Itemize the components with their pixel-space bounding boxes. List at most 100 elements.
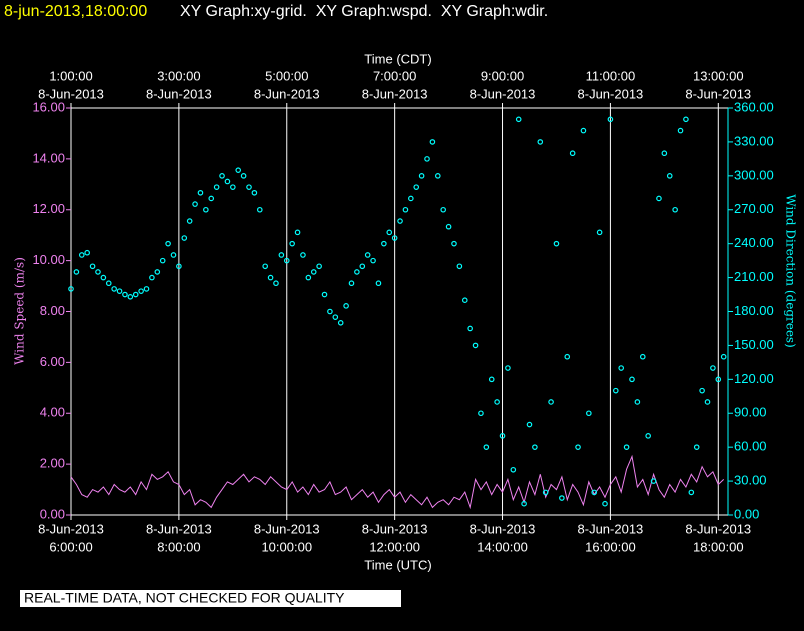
- direction-point: [354, 269, 360, 275]
- direction-point: [575, 444, 581, 450]
- speed-line: [70, 454, 725, 510]
- direction-point: [246, 184, 252, 190]
- direction-point: [78, 252, 85, 258]
- direction-point: [645, 433, 651, 439]
- y-tick-label: 2.00: [40, 456, 65, 471]
- direction-point: [569, 150, 576, 157]
- direction-point: [138, 288, 144, 294]
- y2-tick-label: 30.00: [734, 473, 767, 488]
- x2-tick-date: 8-Jun-2013: [685, 86, 751, 101]
- direction-point: [289, 240, 295, 247]
- direction-point: [720, 353, 727, 360]
- direction-point: [683, 116, 689, 123]
- direction-point: [197, 189, 204, 196]
- x2-tick-date: 8-Jun-2013: [38, 86, 104, 101]
- y-tick-label: 8.00: [40, 303, 65, 318]
- direction-point: [122, 291, 128, 298]
- direction-point: [251, 189, 258, 196]
- direction-point: [451, 240, 457, 247]
- direction-point: [440, 206, 446, 213]
- direction-point: [267, 274, 274, 281]
- direction-point: [434, 173, 441, 179]
- x2-axis-label: Time (CDT): [364, 51, 431, 66]
- direction-point: [337, 320, 344, 326]
- direction-point: [521, 500, 527, 507]
- direction-point: [515, 116, 522, 123]
- y2-tick-label: 60.00: [734, 439, 767, 454]
- direction-point: [84, 249, 90, 256]
- direction-point: [305, 274, 312, 281]
- y-tick-label: 10.00: [32, 252, 65, 267]
- direction-point: [240, 173, 247, 179]
- direction-point: [710, 365, 716, 371]
- x-tick-date: 8-Jun-2013: [38, 521, 104, 536]
- direction-point: [391, 235, 398, 241]
- x2-tick-label: 3:00:00: [157, 68, 200, 83]
- direction-point: [348, 280, 355, 287]
- direction-point: [661, 150, 668, 157]
- direction-point: [607, 116, 614, 123]
- direction-point: [203, 206, 209, 213]
- direction-point: [332, 314, 339, 320]
- x-tick-date: 8-Jun-2013: [470, 521, 536, 536]
- direction-point: [262, 263, 268, 270]
- x-tick-label: 18:00:00: [693, 539, 744, 554]
- direction-point: [105, 280, 112, 287]
- direction-point: [456, 263, 463, 270]
- direction-point: [586, 410, 592, 417]
- x2-tick-label: 1:00:00: [49, 68, 92, 83]
- direction-point: [224, 178, 231, 185]
- direction-point: [639, 353, 646, 360]
- x2-tick-date: 8-Jun-2013: [470, 86, 536, 101]
- x2-tick-label: 9:00:00: [481, 68, 524, 83]
- direction-point: [375, 280, 382, 287]
- direction-point: [629, 376, 635, 383]
- x-tick-label: 12:00:00: [369, 539, 420, 554]
- direction-point: [693, 444, 700, 450]
- x2-tick-label: 13:00:00: [693, 68, 744, 83]
- direction-point: [235, 167, 242, 173]
- direction-point: [483, 444, 490, 450]
- direction-point: [596, 229, 603, 236]
- direction-point: [116, 288, 123, 294]
- direction-point: [715, 376, 722, 383]
- y2-tick-label: 120.00: [734, 371, 774, 386]
- direction-point: [499, 433, 506, 439]
- x-tick-date: 8-Jun-2013: [362, 521, 428, 536]
- direction-point: [478, 410, 484, 417]
- y-tick-label: 0.00: [40, 506, 65, 521]
- direction-point: [278, 252, 285, 258]
- direction-point: [666, 173, 673, 179]
- direction-point: [650, 478, 657, 484]
- x2-tick-date: 8-Jun-2013: [362, 86, 428, 101]
- footer: REAL-TIME DATA, NOT CHECKED FOR QUALITY: [24, 590, 345, 606]
- direction-point: [159, 257, 166, 264]
- direction-point: [699, 387, 705, 394]
- direction-point: [488, 376, 495, 383]
- x-axis-label: Time (UTC): [364, 557, 431, 572]
- direction-point: [359, 263, 366, 270]
- direction-point: [176, 263, 182, 270]
- y2-tick-label: 90.00: [734, 405, 767, 420]
- x-tick-date: 8-Jun-2013: [685, 521, 751, 536]
- direction-point: [704, 399, 711, 405]
- direction-point: [310, 269, 317, 275]
- direction-point: [364, 252, 371, 258]
- direction-point: [213, 184, 220, 190]
- direction-point: [381, 240, 387, 247]
- direction-point: [634, 399, 641, 405]
- x-tick-label: 16:00:00: [585, 539, 636, 554]
- direction-point: [73, 269, 80, 275]
- direction-point: [677, 127, 684, 134]
- direction-point: [548, 399, 554, 405]
- y-tick-label: 16.00: [32, 99, 65, 114]
- direction-point: [327, 308, 333, 315]
- x-tick-label: 14:00:00: [477, 539, 528, 554]
- direction-point: [208, 195, 215, 202]
- x2-tick-label: 7:00:00: [373, 68, 416, 83]
- y-tick-label: 4.00: [40, 405, 65, 420]
- direction-point: [397, 218, 403, 224]
- y-axis-label: Wind Speed (m/s): [13, 257, 27, 365]
- y2-tick-label: 0.00: [734, 506, 759, 521]
